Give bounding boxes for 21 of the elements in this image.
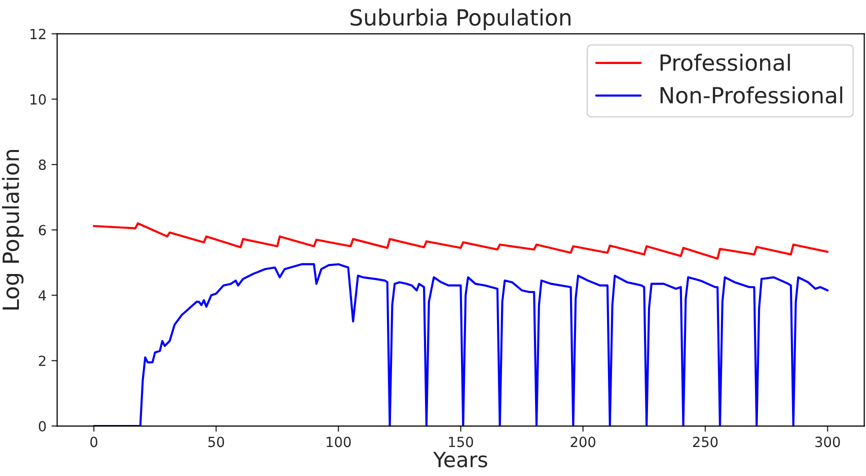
x-axis-title: Years — [433, 452, 488, 468]
x-tick-label: 50 — [208, 436, 224, 448]
legend-label: Professional — [660, 54, 790, 71]
x-tick-label: 300 — [815, 436, 840, 448]
y-tick-label: 0 — [38, 420, 46, 432]
y-tick-label: 10 — [30, 94, 46, 105]
y-tick-label: 8 — [38, 160, 46, 170]
x-tick-label: 100 — [326, 436, 351, 448]
legend-label: Non-Professional — [660, 86, 842, 104]
x-tick-label: 200 — [570, 436, 596, 448]
chart-title: Suburbia Population — [350, 8, 570, 30]
x-tick-label: 150 — [448, 436, 474, 448]
y-tick-label: 12 — [30, 28, 46, 40]
y-tick-label: 4 — [38, 290, 46, 301]
line-series — [92, 263, 829, 426]
y-tick-label: 2 — [38, 356, 46, 366]
y-axis-title: Log Population — [2, 150, 24, 310]
y-tick-label: 6 — [38, 224, 46, 236]
x-tick-label: 250 — [693, 436, 718, 448]
line-series — [92, 222, 829, 260]
x-tick-label: 0 — [90, 436, 98, 448]
